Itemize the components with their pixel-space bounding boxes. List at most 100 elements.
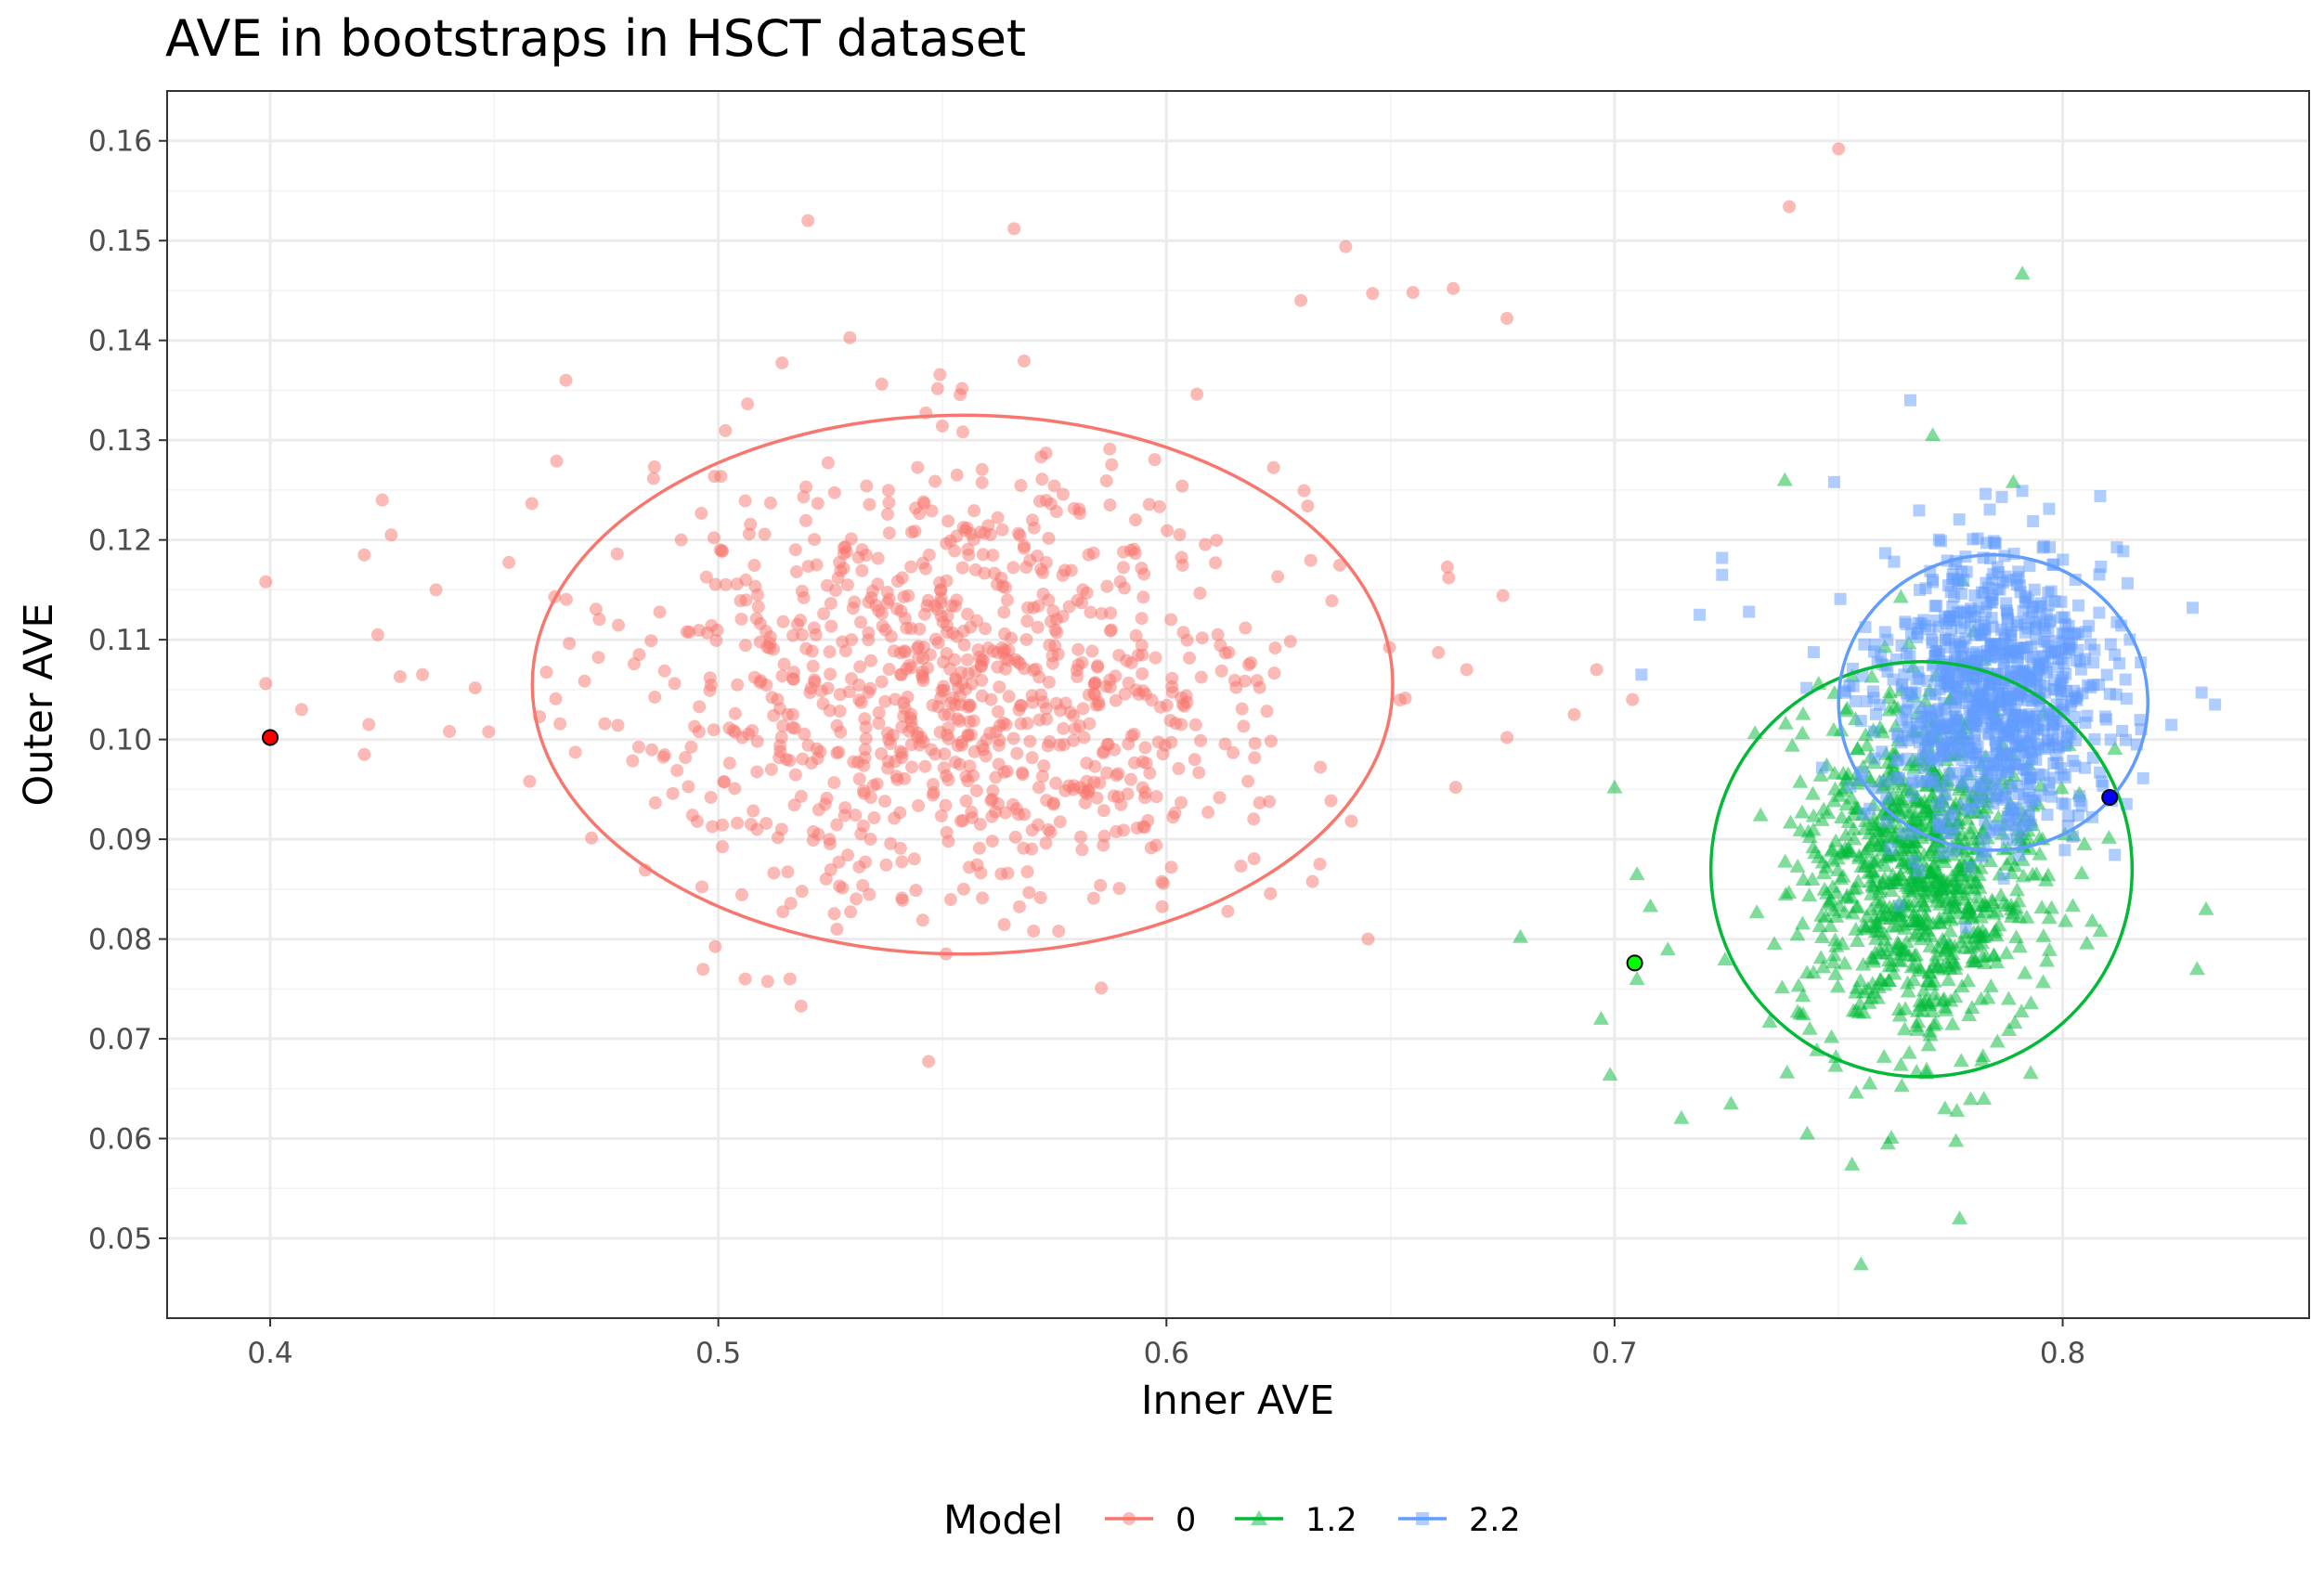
data-point bbox=[1838, 889, 1855, 904]
data-point bbox=[644, 634, 658, 648]
data-point bbox=[259, 575, 273, 589]
data-point bbox=[2066, 830, 2079, 843]
data-point bbox=[1027, 663, 1041, 677]
data-point bbox=[1844, 1156, 1861, 1171]
data-point bbox=[2097, 779, 2110, 792]
data-point bbox=[1837, 955, 1853, 970]
data-point bbox=[989, 770, 1003, 784]
data-point bbox=[1937, 1100, 1954, 1115]
data-point bbox=[942, 707, 956, 721]
data-point bbox=[1795, 705, 1811, 720]
data-point bbox=[1067, 501, 1081, 515]
data-point bbox=[2000, 597, 2013, 610]
data-point bbox=[674, 533, 688, 547]
data-point bbox=[1931, 798, 1944, 811]
data-point bbox=[1862, 1075, 1878, 1090]
data-point bbox=[875, 675, 889, 689]
data-point bbox=[747, 804, 760, 818]
data-point bbox=[1838, 796, 1855, 810]
data-point bbox=[2026, 653, 2039, 666]
data-point bbox=[971, 643, 985, 657]
data-point bbox=[967, 504, 981, 518]
data-point bbox=[2043, 783, 2056, 796]
data-point bbox=[1895, 680, 1908, 693]
data-point bbox=[838, 644, 852, 658]
data-point bbox=[666, 786, 680, 800]
data-point bbox=[1268, 641, 1282, 655]
legend-key-1.2: 1.2 bbox=[1235, 1502, 1357, 1539]
data-point bbox=[1998, 726, 2011, 739]
data-point bbox=[1782, 814, 1798, 829]
data-point bbox=[1998, 856, 2015, 871]
data-point bbox=[823, 704, 837, 718]
data-point bbox=[1442, 571, 1456, 585]
data-point bbox=[1393, 693, 1407, 707]
original-point-series-2.2 bbox=[2101, 788, 2119, 806]
data-point bbox=[983, 527, 997, 541]
data-point bbox=[871, 577, 885, 591]
legend-marker bbox=[1251, 1510, 1267, 1525]
data-point bbox=[1045, 656, 1059, 670]
data-point bbox=[1929, 644, 1942, 657]
data-point bbox=[1930, 600, 1943, 613]
data-point bbox=[1868, 645, 1881, 658]
data-point bbox=[928, 474, 942, 488]
data-point bbox=[688, 719, 702, 733]
data-point bbox=[1209, 556, 1223, 570]
original-point-series-0 bbox=[262, 729, 279, 746]
data-point bbox=[1175, 698, 1189, 712]
data-point bbox=[719, 423, 733, 437]
data-point bbox=[955, 382, 969, 395]
data-point bbox=[1970, 700, 1983, 713]
data-point bbox=[1881, 973, 1898, 987]
data-point bbox=[523, 774, 537, 788]
legend-label: 1.2 bbox=[1305, 1502, 1357, 1539]
data-point bbox=[999, 652, 1013, 666]
data-point bbox=[997, 917, 1011, 931]
data-point bbox=[1039, 836, 1053, 850]
data-point bbox=[1109, 693, 1123, 707]
data-point bbox=[850, 892, 863, 906]
data-point bbox=[1017, 841, 1031, 855]
data-point bbox=[808, 533, 822, 547]
data-point bbox=[1789, 858, 1806, 873]
data-point bbox=[1071, 642, 1085, 656]
data-point bbox=[1952, 1210, 1968, 1224]
data-point bbox=[259, 677, 273, 691]
data-point bbox=[1000, 593, 1014, 607]
x-axis-ticks: 0.4 0.5 0.6 0.7 0.8 bbox=[247, 1318, 2085, 1370]
data-point bbox=[747, 670, 761, 684]
data-point bbox=[1344, 814, 1358, 828]
data-point bbox=[999, 580, 1013, 594]
data-point bbox=[862, 626, 876, 640]
data-point bbox=[843, 330, 857, 344]
data-point bbox=[416, 667, 430, 681]
data-point bbox=[1927, 776, 1940, 789]
data-point bbox=[799, 641, 813, 655]
data-point bbox=[852, 772, 866, 786]
data-point bbox=[833, 705, 847, 718]
data-point bbox=[1248, 751, 1262, 765]
data-point bbox=[1777, 853, 1794, 868]
x-tick-label: 0.7 bbox=[1591, 1337, 1637, 1370]
data-point bbox=[1173, 527, 1187, 541]
data-point bbox=[784, 897, 798, 911]
data-point bbox=[798, 513, 812, 527]
data-point bbox=[1266, 460, 1280, 474]
data-point bbox=[950, 468, 964, 482]
data-point bbox=[1164, 861, 1178, 874]
data-point bbox=[1964, 953, 1980, 968]
data-point bbox=[1075, 655, 1089, 669]
data-point bbox=[2034, 597, 2047, 610]
data-point bbox=[1012, 900, 1026, 913]
data-point bbox=[2047, 771, 2060, 784]
data-point bbox=[911, 460, 925, 474]
data-point bbox=[882, 496, 896, 510]
data-point bbox=[912, 798, 926, 812]
data-point bbox=[1919, 803, 1936, 818]
data-point bbox=[2037, 769, 2050, 782]
data-point bbox=[2006, 1015, 2023, 1029]
data-point bbox=[1965, 684, 1978, 697]
data-point bbox=[1107, 789, 1121, 803]
